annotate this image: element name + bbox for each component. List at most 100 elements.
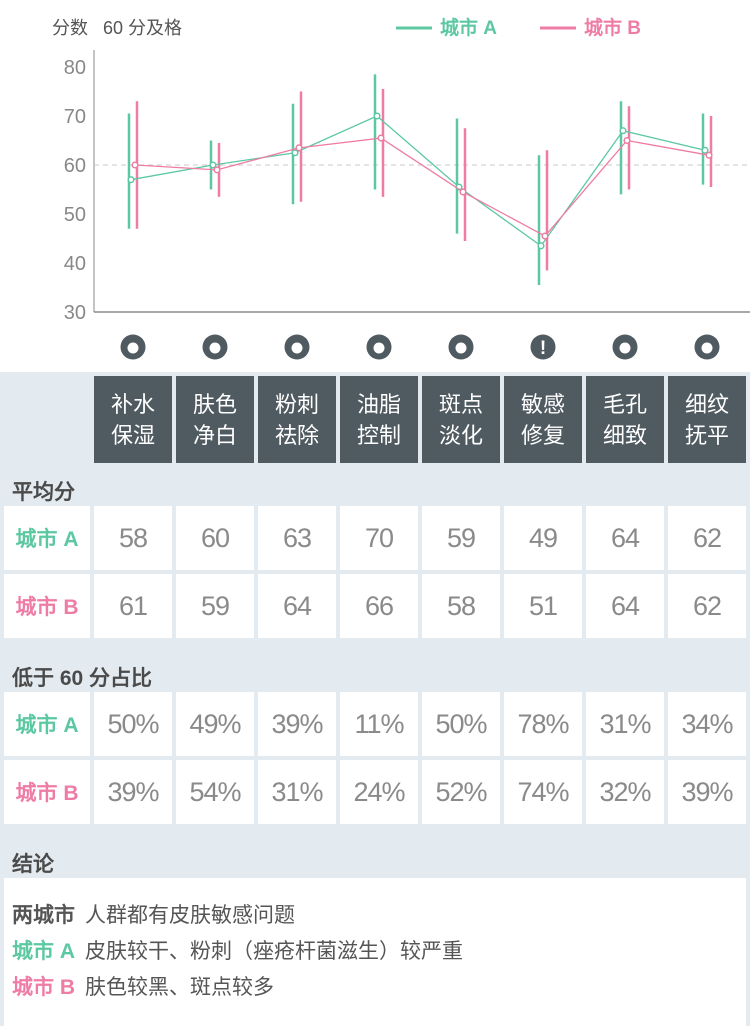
y-tick-label: 80 (64, 57, 86, 79)
below-row-city-b: 城市 B 39% 54% 31% 24% 52% 74% 32% 39% (0, 760, 750, 824)
y-tick-label: 40 (64, 253, 86, 275)
category-header-cell: 补水 保湿 (94, 376, 172, 463)
category-header-cell: 毛孔 细致 (586, 376, 664, 463)
category-header-text: 毛孔 (602, 391, 647, 417)
avg-row-city-a: 城市 A 58 60 63 70 59 49 64 62 (0, 506, 750, 570)
alert-icon-glyph: ! (540, 338, 546, 359)
category-header-text: 敏感 (520, 391, 565, 417)
conclusion-label: 城市 A (12, 940, 75, 963)
data-point-city-a (127, 176, 135, 184)
table-cell: 64 (586, 574, 664, 638)
data-point-city-a (619, 127, 627, 135)
category-header-text: 祛除 (274, 422, 319, 448)
below-section-title: 低于 60 分占比 (12, 667, 153, 690)
category-header-text: 控制 (356, 422, 401, 448)
pore-icon-glyph (619, 342, 631, 354)
category-header-text: 淡化 (438, 422, 483, 448)
face-icon-glyph (209, 342, 221, 354)
category-header-text: 净白 (192, 422, 237, 448)
category-header-cell: 油脂 控制 (340, 376, 418, 463)
category-header-row: 补水 保湿 肤色 净白 粉刺 祛除 油脂 控制 斑点 淡化 敏感 修复 毛孔 细致 细纹 抚平 (0, 376, 750, 464)
chart-svg: 分数 60 分及格 城市 A 城市 B 30 40 50 60 70 80! (52, 16, 750, 360)
table-cell: 61 (94, 574, 172, 638)
category-header-text: 油脂 (356, 391, 401, 417)
conclusion-box: 两城市 人群都有皮肤敏感问题 城市 A 皮肤较干、粉刺（痤疮杆菌滋生）较严重 城市 … (4, 878, 746, 1026)
data-point-city-a (373, 112, 381, 120)
table-cell: 64 (586, 506, 664, 570)
table-cell: 31% (258, 760, 336, 824)
table-cell: 60 (176, 506, 254, 570)
series-line-city-a (130, 115, 706, 247)
table-cell: 62 (668, 574, 746, 638)
data-point-city-b (623, 136, 631, 145)
table-cell: 49 (504, 506, 582, 570)
category-header-cell: 细纹 抚平 (668, 376, 746, 463)
category-header-text: 修复 (520, 422, 565, 448)
data-point-city-b (131, 161, 139, 169)
table-cell: 49% (176, 692, 254, 756)
spot-face-icon-glyph (455, 342, 467, 354)
data-point-city-b (213, 166, 221, 174)
category-header-cell: 粉刺 祛除 (258, 376, 336, 463)
table-cell: 74% (504, 760, 582, 824)
data-point-city-b (705, 151, 713, 159)
category-header-text: 抚平 (684, 422, 729, 448)
table-cell: 54% (176, 760, 254, 824)
conclusion-section-title: 结论 (12, 853, 54, 876)
table-cell: 32% (586, 760, 664, 824)
data-point-city-b (295, 144, 303, 152)
row-label: 城市 A (4, 506, 90, 570)
y-tick-label: 50 (64, 204, 86, 226)
category-header-cell: 敏感 修复 (504, 376, 582, 463)
y-axis-label: 分数 (52, 18, 88, 38)
table-cell: 39% (668, 760, 746, 824)
category-header-text: 保湿 (110, 422, 155, 448)
avg-section-title: 平均分 (12, 481, 75, 504)
table-cell: 11% (340, 692, 418, 756)
category-header-text: 补水 (110, 391, 155, 417)
y-tick-label: 60 (64, 155, 86, 177)
pass-note: 60 分及格 (103, 18, 182, 38)
data-point-city-b (459, 188, 467, 196)
row-label: 城市 B (4, 574, 90, 638)
category-header-cell: 斑点 淡化 (422, 376, 500, 463)
pimple-icon-glyph (291, 342, 303, 354)
table-cell: 31% (586, 692, 664, 756)
data-point-city-a (701, 146, 709, 154)
table-cell: 50% (94, 692, 172, 756)
conclusion-line: 城市 A 皮肤较干、粉刺（痤疮杆菌滋生）较严重 (12, 936, 738, 972)
oil-icon-glyph (373, 342, 385, 354)
category-header-text: 粉刺 (274, 391, 319, 417)
table-cell: 24% (340, 760, 418, 824)
category-header-cell: 肤色 净白 (176, 376, 254, 463)
table-cell: 58 (422, 574, 500, 638)
conclusion-text: 皮肤较干、粉刺（痤疮杆菌滋生）较严重 (85, 940, 463, 963)
conclusion-label: 两城市 (12, 904, 75, 927)
table-cell: 39% (94, 760, 172, 824)
table-cell: 78% (504, 692, 582, 756)
conclusion-text: 肤色较黑、斑点较多 (85, 976, 274, 999)
table-cell: 39% (258, 692, 336, 756)
data-point-city-b (541, 232, 549, 240)
water-drop-icon-glyph (127, 342, 139, 354)
iron-icon-glyph (701, 342, 713, 354)
chart-area: 分数 60 分及格 城市 A 城市 B 30 40 50 60 70 80! (0, 0, 750, 372)
category-header-text: 细致 (602, 422, 647, 448)
table-cell: 63 (258, 506, 336, 570)
y-tick-label: 30 (64, 302, 86, 324)
data-point-city-b (377, 134, 385, 142)
data-point-city-a (209, 161, 217, 169)
legend-label: 城市 B (584, 16, 641, 39)
avg-row-city-b: 城市 B 61 59 64 66 58 51 64 62 (0, 574, 750, 638)
table-cell: 59 (422, 506, 500, 570)
table-cell: 51 (504, 574, 582, 638)
table-cell: 34% (668, 692, 746, 756)
table-cell: 59 (176, 574, 254, 638)
table-cell: 50% (422, 692, 500, 756)
data-point-city-a (537, 242, 545, 250)
category-header-text: 肤色 (192, 391, 237, 417)
table-cell: 58 (94, 506, 172, 570)
alert-icon (530, 334, 556, 360)
row-label: 城市 B (4, 760, 90, 824)
table-cell: 70 (340, 506, 418, 570)
